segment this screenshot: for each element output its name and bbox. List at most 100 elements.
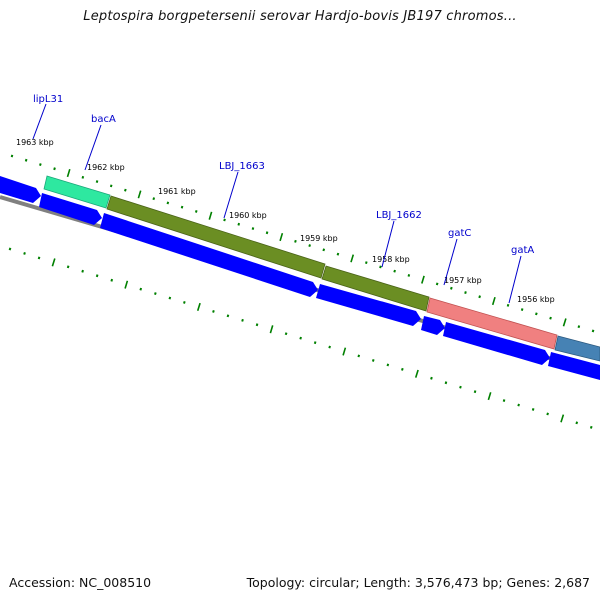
major-tick	[66, 168, 71, 178]
scale-label: 1960 kbp	[229, 211, 267, 220]
minor-tick	[180, 205, 184, 209]
minor-tick	[23, 252, 26, 255]
minor-tick	[37, 256, 41, 260]
major-tick	[51, 258, 56, 267]
gene-label-LBJ-1663[interactable]: LBJ_1663	[219, 161, 265, 172]
minor-tick	[294, 239, 297, 243]
cds-arrow[interactable]	[0, 176, 41, 203]
minor-tick	[502, 399, 506, 402]
minor-tick	[81, 175, 85, 179]
major-tick	[269, 325, 274, 334]
cds-arrow[interactable]	[443, 322, 550, 365]
feature-LBJ-1662[interactable]	[321, 265, 430, 312]
leader-lipL31	[32, 103, 47, 140]
gene-label-lipL31[interactable]: lipL31	[33, 94, 63, 105]
minor-tick	[520, 308, 524, 311]
major-tick	[342, 347, 347, 356]
leader-LBJ-1662	[381, 220, 395, 268]
minor-tick	[110, 278, 114, 282]
leader-gatA	[508, 255, 522, 304]
feature-lipL31[interactable]	[43, 175, 111, 209]
minor-tick	[478, 295, 481, 299]
major-tick	[487, 392, 492, 401]
scale-label: 1961 kbp	[158, 187, 196, 196]
minor-tick	[328, 345, 331, 349]
minor-tick	[39, 163, 42, 166]
leader-bacA	[84, 124, 102, 171]
minor-tick	[265, 231, 269, 235]
minor-tick	[430, 376, 433, 380]
cds-arrow[interactable]	[548, 352, 600, 380]
gene-label-bacA[interactable]: bacA	[91, 114, 116, 125]
scale-label: 1959 kbp	[300, 234, 338, 243]
cds-arrow[interactable]	[100, 213, 318, 297]
minor-tick	[549, 316, 552, 320]
minor-tick	[313, 341, 317, 345]
minor-tick	[53, 167, 56, 171]
minor-tick	[517, 403, 520, 407]
minor-tick	[241, 318, 244, 322]
gene-label-gatC[interactable]: gatC	[448, 228, 471, 239]
minor-tick	[95, 180, 99, 183]
cds-arrow[interactable]	[39, 193, 102, 225]
major-tick	[562, 318, 567, 327]
inner-tick-row	[8, 247, 593, 429]
minor-tick	[450, 286, 453, 290]
scale-label: 1963 kbp	[16, 138, 54, 147]
minor-tick	[575, 421, 579, 425]
minor-tick	[212, 310, 215, 313]
minor-tick	[401, 367, 404, 371]
minor-tick	[194, 210, 198, 213]
cds-arrow[interactable]	[316, 284, 421, 326]
scale-label: 1957 kbp	[444, 276, 482, 285]
major-tick	[560, 414, 565, 423]
minor-tick	[336, 252, 340, 256]
minor-tick	[237, 222, 241, 226]
minor-tick	[435, 282, 439, 286]
scale-label: 1956 kbp	[517, 295, 555, 304]
gene-label-LBJ-1662[interactable]: LBJ_1662	[376, 210, 422, 221]
feature-bacA-LBJ-1663[interactable]	[106, 195, 326, 279]
major-tick	[208, 211, 213, 220]
minor-tick	[81, 269, 84, 273]
minor-tick	[24, 158, 28, 162]
minor-tick	[124, 188, 127, 192]
feature-gatA[interactable]	[554, 335, 600, 362]
minor-tick	[379, 265, 382, 269]
scale-label: 1958 kbp	[372, 255, 410, 264]
minor-tick	[226, 314, 230, 318]
gene-leaders	[32, 103, 522, 304]
gene-labels: lipL31 bacA LBJ_1663 LBJ_1662 gatC gatA	[33, 94, 534, 256]
minor-tick	[531, 408, 535, 411]
minor-tick	[183, 301, 186, 304]
scale-labels: 1963 kbp 1962 kbp 1961 kbp 1960 kbp 1959…	[16, 138, 555, 304]
feature-gatC[interactable]	[426, 297, 558, 350]
major-tick	[279, 232, 284, 242]
cds-track	[0, 176, 600, 380]
minor-tick	[506, 303, 510, 307]
map-title: Leptospira borgpetersenii serovar Hardjo…	[83, 9, 517, 24]
feature-track	[43, 175, 600, 362]
major-tick	[196, 302, 201, 312]
cds-arrow[interactable]	[421, 316, 445, 335]
minor-tick	[152, 197, 156, 201]
minor-tick	[365, 261, 368, 265]
minor-tick	[139, 287, 143, 291]
minor-tick	[251, 227, 255, 230]
accession-text: Accession: NC_008510	[9, 575, 152, 590]
minor-tick	[371, 359, 375, 362]
major-tick	[421, 275, 425, 284]
leader-LBJ-1663	[223, 171, 239, 219]
minor-tick	[459, 385, 462, 389]
minor-tick	[407, 274, 411, 277]
major-tick	[124, 280, 129, 289]
minor-tick	[168, 296, 172, 300]
minor-tick	[166, 201, 170, 205]
minor-tick	[577, 325, 581, 329]
topology-summary: Topology: circular; Length: 3,576,473 bp…	[246, 575, 590, 590]
minor-tick	[357, 354, 361, 358]
minor-tick	[473, 390, 477, 394]
gene-label-gatA[interactable]: gatA	[511, 245, 534, 256]
minor-tick	[255, 323, 259, 327]
